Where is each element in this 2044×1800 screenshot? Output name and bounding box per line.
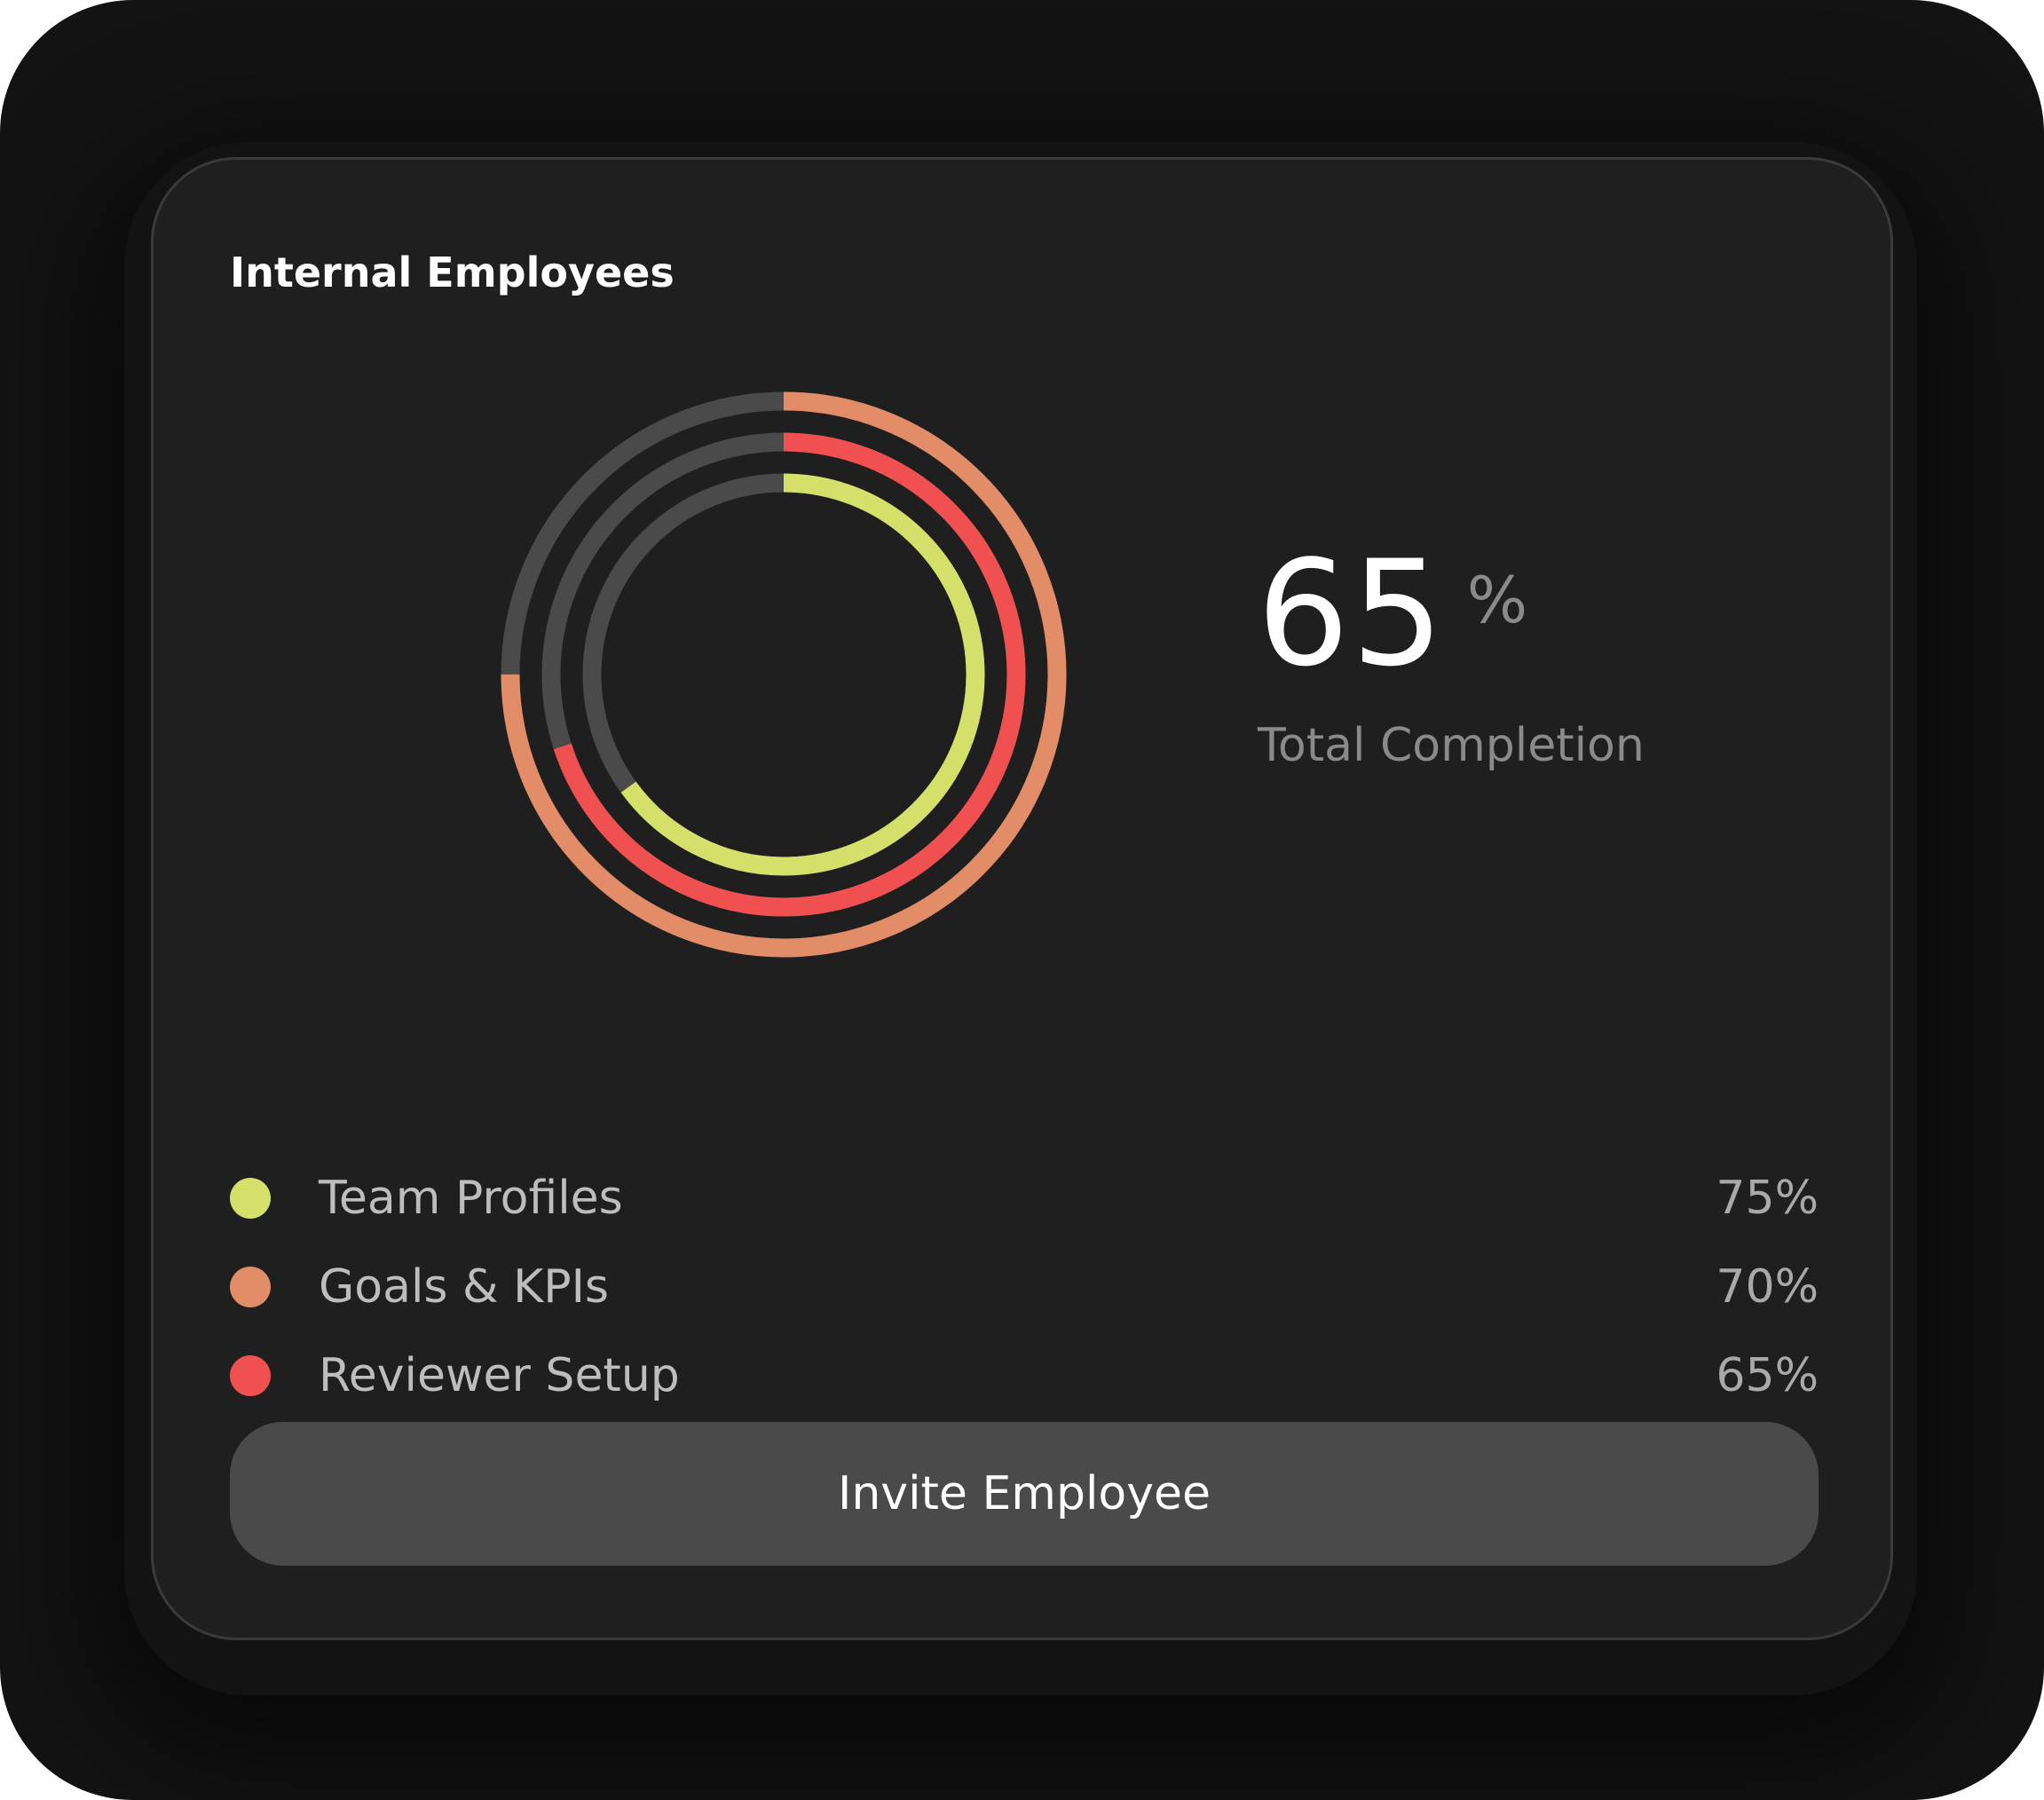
- ring-progress-team-profiles: [582, 473, 985, 876]
- legend-dot-icon: [230, 1267, 271, 1307]
- card-title: Internal Employees: [230, 249, 675, 296]
- legend-value: 75%: [1716, 1172, 1819, 1225]
- legend-value: 65%: [1716, 1349, 1819, 1402]
- total-percent-number: 65: [1257, 529, 1446, 699]
- legend-dot-icon: [230, 1355, 271, 1396]
- legend-dot-icon: [230, 1178, 271, 1219]
- completion-radial-chart: [501, 391, 1067, 958]
- legend-item-goals-kpis: Goals & KPIs 70%: [230, 1243, 1819, 1331]
- ring-progress-reviewer-setup: [541, 432, 1026, 917]
- legend-label: Team Profiles: [319, 1172, 623, 1225]
- total-completion-label: Total Completion: [1258, 719, 1645, 772]
- legend-label: Goals & KPIs: [319, 1260, 610, 1314]
- legend-item-team-profiles: Team Profiles 75%: [230, 1154, 1819, 1243]
- total-completion-value: 65%: [1257, 541, 1527, 687]
- total-percent-unit: %: [1466, 563, 1528, 637]
- legend-label: Reviewer Setup: [319, 1349, 680, 1402]
- invite-employee-button[interactable]: Invite Employee: [230, 1422, 1819, 1566]
- internal-employees-card: Internal Employees 65% Total Completion …: [151, 157, 1893, 1640]
- legend-item-reviewer-setup: Reviewer Setup 65%: [230, 1331, 1819, 1420]
- ring-progress-goals-kpis: [501, 391, 1067, 958]
- legend-value: 70%: [1716, 1260, 1819, 1314]
- legend: Team Profiles 75% Goals & KPIs 70% Revie…: [230, 1154, 1819, 1420]
